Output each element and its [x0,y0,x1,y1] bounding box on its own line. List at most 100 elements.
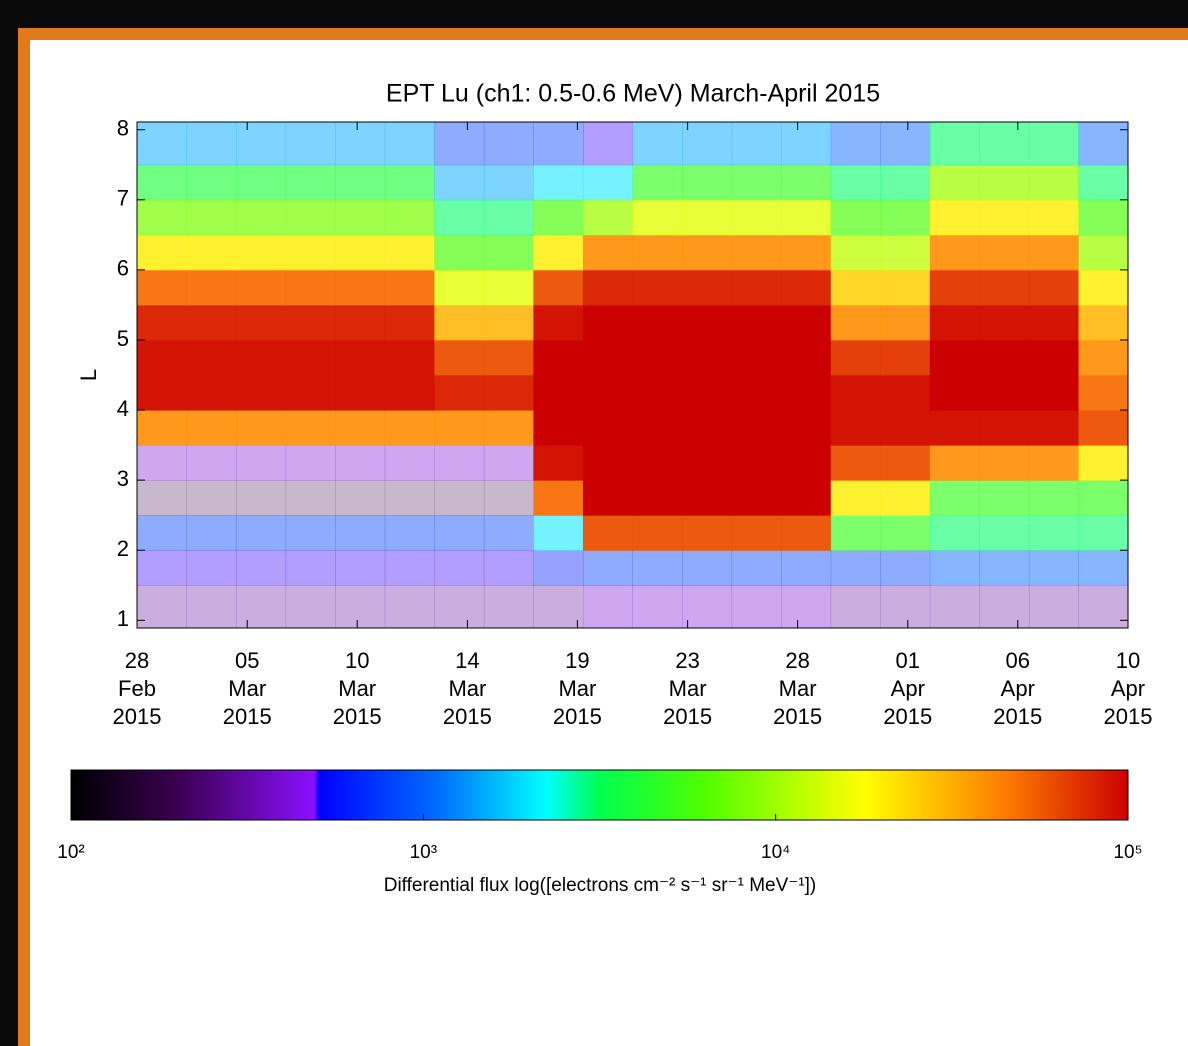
x-tick-label-line: Apr [1001,676,1035,701]
heat-cell [880,375,931,411]
heat-cell [632,304,683,341]
heat-cell [880,550,931,586]
heat-cell [335,122,386,166]
heat-cell [880,122,931,166]
heat-cell [731,445,782,481]
x-tick-label-line: 10 [345,648,369,673]
heat-cell [1028,339,1079,376]
y-tick-label: 4 [117,396,129,421]
heat-cell [236,164,287,201]
heat-cell [979,375,1030,411]
heat-cell [632,515,683,551]
x-tick-label-line: 2015 [223,704,272,729]
x-tick-label-line: 2015 [333,704,382,729]
y-tick-label: 8 [117,116,129,141]
heat-cell [335,515,386,551]
heat-cell [929,445,980,481]
heat-cell [137,375,188,411]
heat-cell [483,480,534,516]
heat-cell [137,234,188,271]
heat-cell [582,122,633,166]
heat-cell [979,304,1030,341]
heat-cell [533,585,584,629]
heat-cell [830,550,881,586]
x-tick-label-line: 2015 [883,704,932,729]
heat-cell [186,304,237,341]
heat-cell [434,339,485,376]
heat-cell [384,269,435,306]
heat-cell [533,269,584,306]
heat-cell [186,199,237,236]
heat-cell [1078,234,1129,271]
heat-cell [632,269,683,306]
heat-cell [285,269,336,306]
heat-cell [682,122,733,166]
heat-cell [731,585,782,629]
heat-cell [979,480,1030,516]
heat-cell [384,164,435,201]
heat-cell [434,585,485,629]
heat-cell [682,550,733,586]
heat-cell [632,339,683,376]
heat-cell [632,122,683,166]
heat-cell [731,304,782,341]
x-tick-label-line: Mar [228,676,266,701]
heat-cell [137,304,188,341]
heat-cell [483,445,534,481]
heat-cell [1028,234,1079,271]
heat-cell [285,480,336,516]
heat-cell [682,234,733,271]
heat-cell [1078,410,1129,446]
heat-cell [830,304,881,341]
heat-cell [186,234,237,271]
heat-cell [929,304,980,341]
heat-cell [632,550,683,586]
heat-cell [186,410,237,446]
heat-cell [1028,515,1079,551]
heat-cell [979,410,1030,446]
y-tick-label: 6 [117,256,129,281]
heat-cell [137,480,188,516]
heat-cell [434,480,485,516]
heat-cell [929,164,980,201]
heat-cell [137,445,188,481]
heat-cell [236,339,287,376]
heat-cell [781,515,832,551]
heat-cell [979,339,1030,376]
heat-cell [781,234,832,271]
heat-cell [880,445,931,481]
heat-cell [434,199,485,236]
colorbar-tick-label: 10⁴ [761,842,790,863]
heat-cell [533,234,584,271]
colorbar-tick-label: 10⁵ [1113,842,1142,863]
heat-cell [384,339,435,376]
heat-cell [632,164,683,201]
heat-cell [979,585,1030,629]
heat-cell [582,339,633,376]
heat-cell [1028,375,1079,411]
heat-cell [533,304,584,341]
heat-cell [384,550,435,586]
heat-cell [285,445,336,481]
heat-cell [186,550,237,586]
heat-cell [533,410,584,446]
heat-cell [830,445,881,481]
heat-cell [285,339,336,376]
heat-cell [731,339,782,376]
heat-cell [434,164,485,201]
x-tick-label-line: Mar [779,676,817,701]
heat-cell [483,199,534,236]
heat-cell [335,550,386,586]
heat-cell [533,550,584,586]
heat-cell [236,410,287,446]
heat-cell [632,199,683,236]
heat-cell [830,480,881,516]
x-tick-label: 06 Apr 2015 [993,648,1042,729]
heat-cell [632,585,683,629]
heat-cell [880,234,931,271]
heat-cell [186,585,237,629]
heat-cell [979,550,1030,586]
x-tick-label: 28 Feb 2015 [113,648,162,729]
